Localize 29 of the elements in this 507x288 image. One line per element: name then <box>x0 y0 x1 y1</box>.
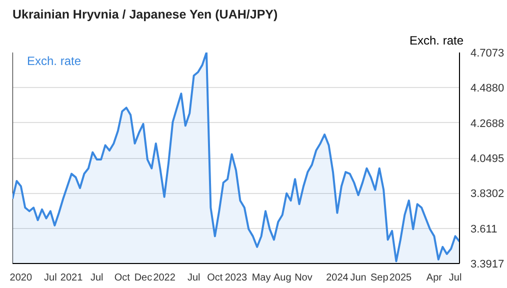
x-tick-label: 2021 <box>60 272 84 284</box>
x-tick-label: 2024 <box>326 272 349 284</box>
x-tick-label: Jun <box>350 272 366 284</box>
y-tick-label: 4.0495 <box>470 153 504 165</box>
x-tick-label: Jul <box>448 272 462 284</box>
x-tick-label: Jul <box>90 272 104 284</box>
x-tick-label: Jul <box>187 272 200 284</box>
x-tick-label: Apr <box>426 272 443 284</box>
x-tick-label: Dec <box>134 272 152 284</box>
x-tick-label: Nov <box>294 272 312 284</box>
x-tick-label: Sep <box>370 272 389 284</box>
x-tick-label: Oct <box>114 272 130 284</box>
x-tick-label: 2025 <box>389 272 412 284</box>
x-tick-label: 2020 <box>10 272 32 284</box>
text: Exch. rate <box>27 54 82 68</box>
x-tick-label: 2023 <box>224 272 248 284</box>
y-tick-label: 4.7073 <box>470 48 504 60</box>
y-tick-label: 4.4880 <box>470 82 504 95</box>
x-tick-label: 2022 <box>153 272 176 284</box>
y-axis-title: Exch. rate <box>409 34 464 48</box>
x-tick-label: Aug <box>273 272 292 284</box>
y-tick-label: 3.611 <box>470 223 498 236</box>
y-tick-label: 4.2688 <box>470 118 504 130</box>
x-tick-label: May <box>252 272 271 284</box>
y-tick-label: 3.3917 <box>470 258 504 270</box>
y-tick-label: 3.8302 <box>470 188 504 200</box>
x-tick-label: Oct <box>207 272 223 284</box>
chart-title: Ukrainian Hryvnia / Japanese Yen (UAH/JPY) <box>12 8 278 22</box>
x-tick-label: Jul <box>44 272 57 284</box>
